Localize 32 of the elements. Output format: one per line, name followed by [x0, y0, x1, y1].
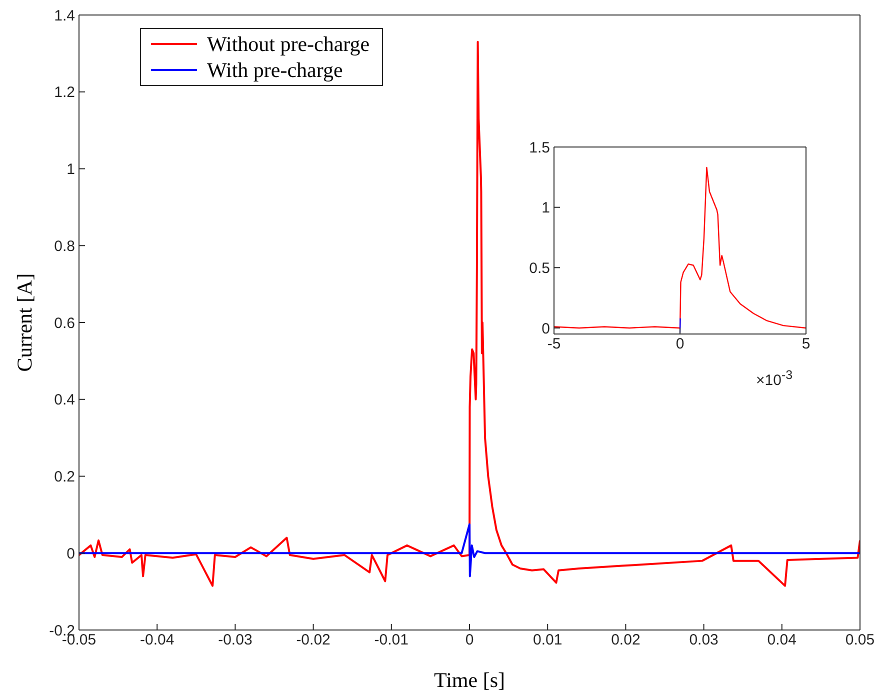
x-tick-label: 0	[676, 336, 684, 353]
y-tick-label: 0.2	[54, 468, 75, 486]
x-axis-title: Time [s]	[434, 668, 505, 691]
y-tick-label: 0.5	[529, 260, 550, 277]
y-tick-label: 0.6	[54, 314, 75, 332]
x-tick-label: -0.03	[218, 632, 252, 649]
line-series	[554, 166, 806, 329]
annotation: ×10$^{-3}$	[756, 368, 793, 389]
y-axis-title: Current [A]	[12, 273, 36, 372]
legend-label: With pre-charge	[207, 57, 343, 83]
x-tick-label: -0.01	[374, 632, 408, 649]
y-tick-label: 1	[66, 161, 75, 178]
legend-label: Without pre-charge	[207, 31, 370, 57]
y-tick-label: 0	[66, 545, 75, 562]
x-tick-label: -0.02	[296, 632, 330, 649]
line-series	[79, 523, 860, 578]
x-tick-label: 0	[465, 632, 474, 649]
y-tick-label: 1.5	[529, 139, 550, 156]
x-tick-label: 5	[802, 336, 810, 353]
y-tick-label: 0	[542, 320, 550, 338]
x-tick-label: -0.04	[140, 632, 174, 649]
x-tick-label: 0.03	[689, 632, 718, 649]
x-tick-label: 0.04	[767, 632, 796, 649]
y-tick-label: 0.8	[54, 238, 75, 255]
y-tick-label: 1.2	[54, 84, 75, 102]
y-tick-label: 1.4	[54, 7, 75, 24]
x-tick-label: -5	[547, 336, 561, 353]
x-tick-label: 0.02	[611, 632, 640, 649]
y-tick-label: 1	[542, 200, 550, 217]
x-tick-label: 0.05	[845, 632, 875, 649]
x-tick-label: 0.01	[533, 632, 562, 649]
y-tick-label: 0.4	[54, 392, 75, 409]
